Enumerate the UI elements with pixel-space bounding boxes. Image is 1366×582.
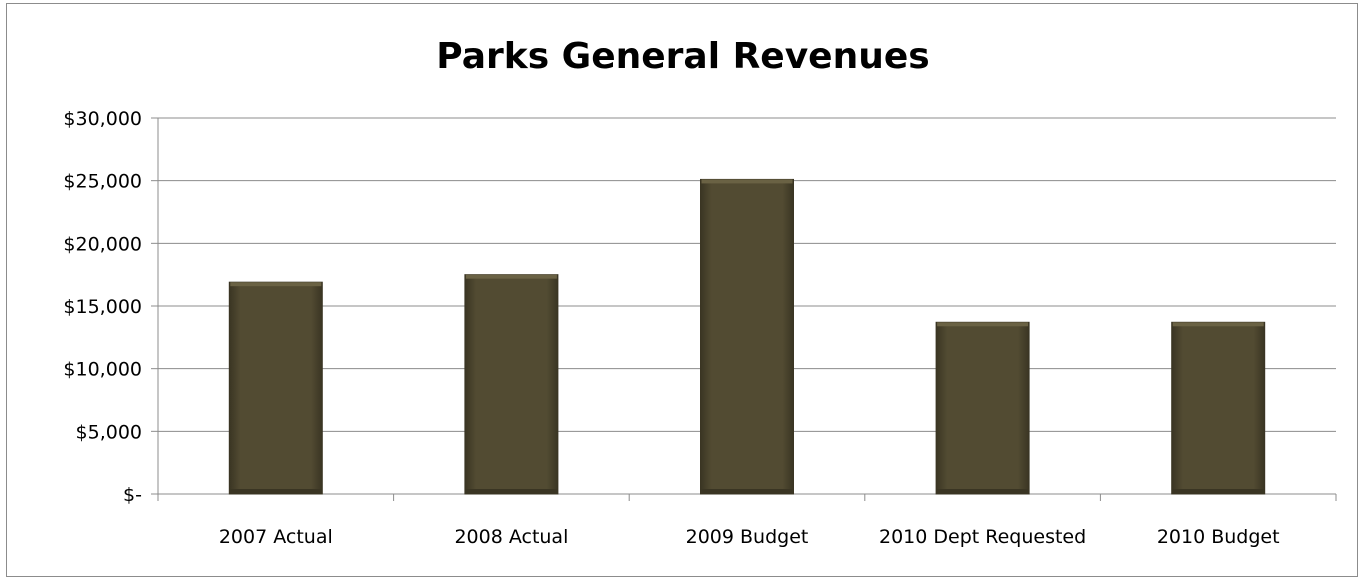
- chart-title: Parks General Revenues: [436, 36, 930, 77]
- y-tick-labels: $- $5,000 $10,000 $15,000 $20,000 $25,000 $30,…: [63, 108, 142, 506]
- bar: [700, 178, 794, 495]
- y-tick-label: $25,000: [63, 171, 142, 193]
- y-tick-label: $5,000: [76, 421, 142, 443]
- x-tick-label: 2007 Actual: [219, 526, 333, 548]
- x-tick-label: 2008 Actual: [454, 526, 568, 548]
- x-tick-label: 2009 Budget: [686, 526, 809, 548]
- x-tick-label: 2010 Budget: [1157, 526, 1280, 548]
- x-tick-label: 2010 Dept Requested: [879, 526, 1086, 548]
- x-tick-labels: 2007 Actual 2008 Actual 2009 Budget 2010 De…: [219, 526, 1280, 548]
- bar: [1171, 321, 1266, 495]
- y-tick-label: $10,000: [63, 359, 142, 381]
- bars: [228, 178, 1266, 495]
- y-tick-label: $20,000: [63, 233, 142, 255]
- y-tick-label: $-: [123, 484, 142, 506]
- bar: [935, 321, 1030, 495]
- y-tick-label: $15,000: [63, 296, 142, 318]
- bar: [464, 274, 559, 495]
- y-tick-label: $30,000: [63, 108, 142, 130]
- bar: [228, 281, 323, 495]
